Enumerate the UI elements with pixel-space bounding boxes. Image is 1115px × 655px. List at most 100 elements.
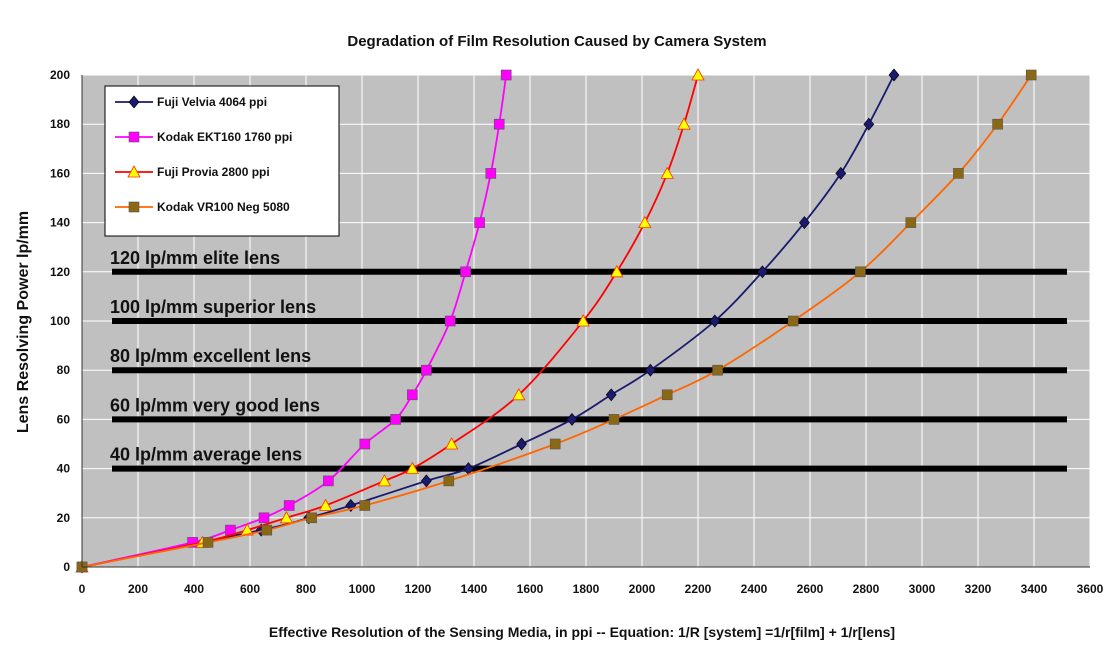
data-point bbox=[549, 438, 561, 450]
data-point bbox=[500, 69, 512, 81]
x-tick-label: 800 bbox=[296, 582, 316, 596]
x-tick-label: 3200 bbox=[965, 582, 992, 596]
reference-line-label: 120 lp/mm elite lens bbox=[110, 248, 280, 268]
x-tick-label: 3600 bbox=[1077, 582, 1104, 596]
data-point bbox=[905, 217, 917, 228]
data-point bbox=[421, 364, 432, 376]
data-point bbox=[202, 537, 214, 548]
data-point bbox=[1025, 69, 1037, 81]
x-tick-label: 3400 bbox=[1021, 582, 1048, 596]
data-point bbox=[493, 118, 505, 130]
data-point bbox=[306, 512, 317, 524]
x-tick-label: 2000 bbox=[629, 582, 656, 596]
data-point bbox=[283, 500, 295, 511]
data-point bbox=[421, 474, 432, 488]
x-tick-label: 1800 bbox=[573, 582, 600, 596]
x-tick-label: 2400 bbox=[741, 582, 768, 596]
y-tick-label: 100 bbox=[50, 314, 70, 328]
data-point bbox=[261, 524, 273, 536]
x-tick-label: 3000 bbox=[909, 582, 936, 596]
data-point bbox=[712, 364, 723, 376]
legend: Fuji Velvia 4064 ppi Kodak EKT160 1760 pp… bbox=[104, 85, 340, 237]
legend-label: Fuji Provia 2800 ppi bbox=[157, 165, 270, 179]
data-point bbox=[474, 217, 485, 228]
data-point bbox=[757, 265, 768, 279]
x-tick-label: 0 bbox=[79, 582, 86, 596]
data-point bbox=[377, 474, 392, 487]
x-axis-label: Effective Resolution of the Sensing Medi… bbox=[269, 624, 895, 640]
x-tick-label: 1600 bbox=[517, 582, 544, 596]
data-point bbox=[953, 168, 964, 179]
data-point bbox=[128, 131, 140, 143]
y-tick-label: 160 bbox=[50, 166, 70, 180]
data-point bbox=[608, 414, 620, 425]
data-point bbox=[835, 166, 847, 180]
chart-title: Degradation of Film Resolution Caused by… bbox=[347, 33, 766, 50]
data-point bbox=[661, 389, 673, 401]
data-point bbox=[390, 414, 401, 425]
data-point bbox=[258, 512, 270, 524]
reference-lines: 120 lp/mm elite lens 100 lp/mm superior l… bbox=[110, 248, 1067, 472]
data-point bbox=[359, 438, 371, 450]
data-point bbox=[127, 165, 141, 178]
data-point bbox=[638, 215, 652, 229]
data-point bbox=[992, 118, 1003, 130]
series-group bbox=[76, 69, 512, 573]
data-point bbox=[512, 387, 526, 401]
y-axis-label: Lens Resolving Power lp/mm bbox=[15, 211, 32, 433]
x-tick-label: 2200 bbox=[685, 582, 712, 596]
x-tick-label: 200 bbox=[128, 582, 148, 596]
data-point bbox=[444, 437, 459, 450]
data-point bbox=[660, 166, 674, 179]
data-point bbox=[405, 461, 420, 475]
data-point bbox=[444, 315, 456, 327]
data-point bbox=[460, 266, 471, 278]
data-point bbox=[855, 266, 866, 278]
x-tick-label: 2800 bbox=[853, 582, 880, 596]
data-point bbox=[323, 475, 334, 487]
legend-label: Kodak VR100 Neg 5080 bbox=[157, 200, 290, 214]
legend-box bbox=[104, 85, 340, 237]
reference-line-label: 40 lp/mm average lens bbox=[110, 445, 302, 465]
reference-line-label: 100 lp/mm superior lens bbox=[110, 297, 316, 317]
data-point bbox=[605, 388, 617, 402]
data-point bbox=[799, 216, 810, 230]
data-point bbox=[407, 389, 418, 401]
reference-line-label: 60 lp/mm very good lens bbox=[110, 395, 320, 415]
axes: 0 200 400 600 800 1000 1200 1400 1600 1800 2000 220… bbox=[50, 68, 1104, 596]
y-tick-label: 180 bbox=[50, 117, 70, 131]
series-line bbox=[81, 74, 508, 568]
series-line bbox=[81, 74, 1032, 568]
data-point bbox=[187, 537, 198, 548]
data-point bbox=[888, 68, 900, 82]
data-point bbox=[443, 475, 455, 487]
y-tick-label: 140 bbox=[50, 216, 70, 230]
data-point bbox=[709, 314, 721, 328]
data-point bbox=[863, 117, 875, 131]
x-tick-label: 2600 bbox=[797, 582, 824, 596]
data-point bbox=[645, 363, 656, 377]
data-point bbox=[566, 412, 578, 426]
series-group bbox=[76, 69, 1037, 573]
series-layer bbox=[75, 68, 1037, 574]
data-point bbox=[128, 95, 140, 109]
y-tick-label: 40 bbox=[57, 462, 71, 476]
data-point bbox=[318, 498, 333, 511]
data-point bbox=[576, 314, 590, 327]
x-tick-label: 600 bbox=[240, 582, 260, 596]
y-tick-label: 200 bbox=[50, 68, 70, 82]
x-tick-label: 1200 bbox=[405, 582, 432, 596]
x-tick-label: 1400 bbox=[461, 582, 488, 596]
y-tick-label: 120 bbox=[50, 265, 70, 279]
data-point bbox=[691, 68, 705, 81]
y-tick-label: 60 bbox=[57, 412, 71, 426]
x-tick-label: 1000 bbox=[349, 582, 376, 596]
legend-label: Fuji Velvia 4064 ppi bbox=[157, 95, 267, 109]
legend-label: Kodak EKT160 1760 ppi bbox=[157, 130, 292, 144]
data-point bbox=[677, 117, 691, 130]
y-tick-label: 80 bbox=[57, 363, 71, 377]
data-point bbox=[128, 201, 140, 213]
y-tick-label: 20 bbox=[57, 511, 71, 525]
